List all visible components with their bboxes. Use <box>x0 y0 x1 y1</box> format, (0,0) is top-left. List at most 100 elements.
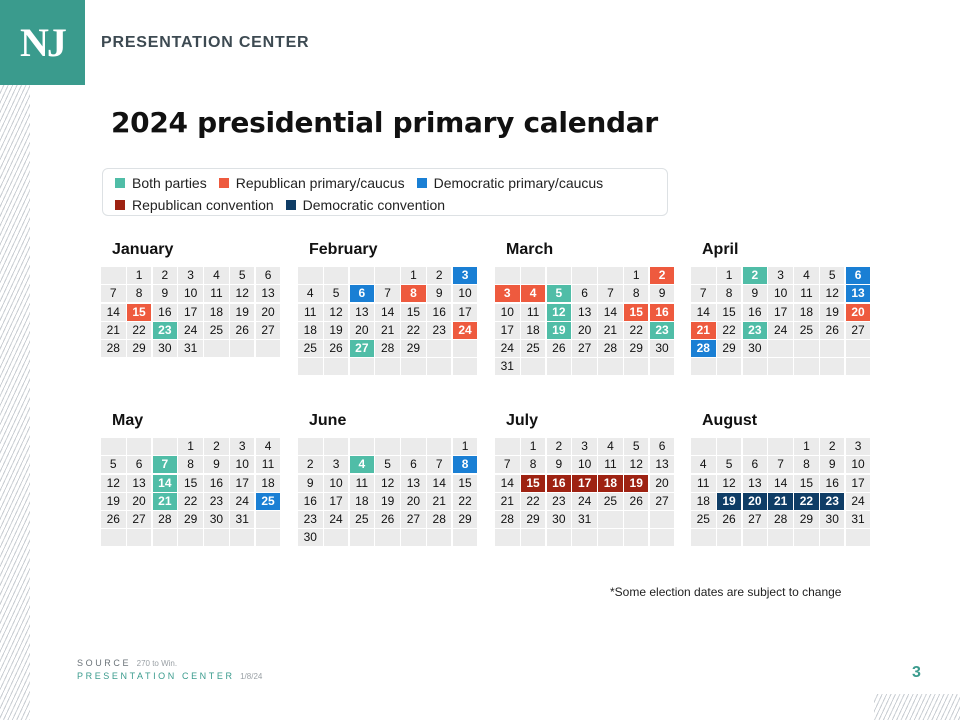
empty-cell <box>845 529 871 547</box>
day-cell: 27 <box>845 321 871 339</box>
day-cell: 14 <box>768 474 793 492</box>
day-cell: 15 <box>401 303 426 321</box>
day-cell: 20 <box>845 303 871 321</box>
empty-cell <box>716 529 742 547</box>
day-cell: 22 <box>452 492 478 510</box>
day-cell: 13 <box>401 474 426 492</box>
day-cell: 19 <box>819 303 845 321</box>
day-cell: 13 <box>649 456 675 474</box>
empty-cell <box>349 529 375 547</box>
day-cell: 7 <box>598 285 623 303</box>
day-cell: 30 <box>546 511 572 529</box>
day-cell: 14 <box>495 474 520 492</box>
day-cell: 19 <box>623 474 649 492</box>
day-cell: 9 <box>819 456 845 474</box>
day-cell: 17 <box>768 303 793 321</box>
day-cell: 18 <box>349 492 375 510</box>
day-cell: 26 <box>323 340 349 358</box>
day-cell: 23 <box>298 511 323 529</box>
decorative-stripes-left <box>0 85 30 720</box>
day-cell: 12 <box>819 285 845 303</box>
empty-cell <box>691 438 716 455</box>
empty-cell <box>819 340 845 358</box>
day-cell: 1 <box>794 438 819 455</box>
day-cell: 21 <box>768 492 793 510</box>
month-july: July 1 2 3 4 5 6 7 8 9 10 11 12 13 14 15 16 17 18 19 20 21 22… <box>495 412 675 547</box>
empty-cell <box>649 529 675 547</box>
day-cell: 10 <box>452 285 478 303</box>
empty-cell <box>598 267 623 284</box>
day-cell: 25 <box>349 511 375 529</box>
day-cell: 2 <box>546 438 572 455</box>
day-cell: 4 <box>691 456 716 474</box>
day-cell: 19 <box>101 492 126 510</box>
month-january: January 1 2 3 4 5 6 7 8 9 10 11 12 13 14 15 16 17 18 19 20 2… <box>101 241 281 358</box>
day-cell: 3 <box>452 267 478 284</box>
empty-cell <box>323 358 349 376</box>
day-cell: 13 <box>742 474 768 492</box>
empty-cell <box>495 438 520 455</box>
empty-cell <box>204 529 229 547</box>
legend-swatch-republican <box>218 178 229 188</box>
day-cell: 7 <box>691 285 716 303</box>
day-cell: 12 <box>229 285 255 303</box>
page-number: 3 <box>912 664 921 681</box>
day-cell: 23 <box>649 321 675 339</box>
day-cell: 18 <box>298 321 323 339</box>
empty-cell <box>598 511 623 529</box>
legend-item-republican: Republican primary/caucus <box>218 175 405 191</box>
day-cell: 11 <box>691 474 716 492</box>
day-cell: 2 <box>819 438 845 455</box>
day-cell: 20 <box>649 474 675 492</box>
source-label: SOURCE <box>77 658 132 668</box>
day-cell: 17 <box>495 321 520 339</box>
day-cell: 10 <box>572 456 597 474</box>
day-cell: 29 <box>794 511 819 529</box>
empty-cell <box>520 267 546 284</box>
legend-item-democratic-convention: Democratic convention <box>285 197 445 213</box>
empty-cell <box>401 358 426 376</box>
source-line: SOURCE 270 to Win. <box>77 658 177 668</box>
day-cell: 15 <box>452 474 478 492</box>
day-cell: 21 <box>426 492 452 510</box>
day-cell: 31 <box>229 511 255 529</box>
day-cell: 24 <box>768 321 793 339</box>
empty-cell <box>152 529 178 547</box>
empty-cell <box>819 529 845 547</box>
day-cell: 22 <box>520 492 546 510</box>
day-cell: 9 <box>298 474 323 492</box>
day-cell: 30 <box>649 340 675 358</box>
legend-item-both: Both parties <box>115 175 207 191</box>
day-cell: 28 <box>101 340 126 358</box>
day-cell: 28 <box>691 340 716 358</box>
day-cell: 17 <box>845 474 871 492</box>
empty-cell <box>229 529 255 547</box>
empty-cell <box>768 340 793 358</box>
empty-cell <box>401 529 426 547</box>
day-cell: 10 <box>845 456 871 474</box>
day-cell: 5 <box>101 456 126 474</box>
day-cell: 7 <box>152 456 178 474</box>
day-cell: 11 <box>794 285 819 303</box>
day-cell: 10 <box>495 303 520 321</box>
day-cell: 8 <box>716 285 742 303</box>
day-cell: 5 <box>229 267 255 284</box>
empty-cell <box>546 267 572 284</box>
day-cell: 30 <box>298 529 323 547</box>
day-cell: 11 <box>204 285 229 303</box>
day-cell: 19 <box>546 321 572 339</box>
day-cell: 24 <box>845 492 871 510</box>
month-may: May 1 2 3 4 5 6 7 8 9 10 11 12 13 14 15 16 17 18 19 20 21 22 2… <box>101 412 281 547</box>
day-cell: 27 <box>349 340 375 358</box>
day-cell: 27 <box>255 321 281 339</box>
day-cell: 17 <box>178 303 203 321</box>
day-cell: 6 <box>401 456 426 474</box>
day-cell: 20 <box>349 321 375 339</box>
day-cell: 18 <box>520 321 546 339</box>
day-cell: 6 <box>255 267 281 284</box>
day-cell: 29 <box>623 340 649 358</box>
day-cell: 7 <box>101 285 126 303</box>
day-cell: 6 <box>349 285 375 303</box>
day-cell: 6 <box>126 456 152 474</box>
day-cell: 2 <box>742 267 768 284</box>
